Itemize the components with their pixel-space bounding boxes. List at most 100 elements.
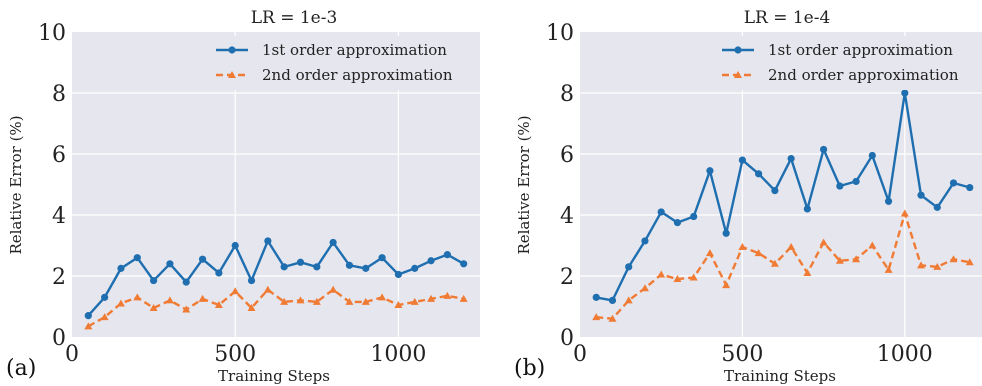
data-point (949, 179, 958, 187)
series-line-1st-order (595, 91, 971, 302)
data-point (182, 305, 191, 313)
data-point (592, 293, 600, 301)
data-point (640, 284, 649, 292)
data-point (312, 297, 321, 305)
legend-label-1st: 1st order approximation (262, 41, 447, 59)
data-point (754, 249, 763, 257)
data-point (787, 154, 795, 163)
data-point (690, 212, 698, 221)
data-point (411, 264, 419, 272)
data-point (705, 249, 714, 257)
data-point (443, 251, 451, 259)
data-point (460, 260, 468, 268)
data-point (378, 293, 387, 301)
data-point (410, 297, 419, 305)
x-tick-label: 1000 (370, 342, 426, 367)
data-point (313, 263, 321, 271)
data-point (362, 264, 370, 272)
data-point (738, 243, 747, 251)
data-point (771, 187, 779, 195)
data-point (738, 156, 747, 164)
data-point (933, 262, 942, 270)
data-point (165, 296, 174, 304)
data-point (427, 294, 436, 302)
data-point (852, 177, 860, 186)
data-point (150, 276, 158, 285)
y-tick-label: 10 (38, 21, 66, 46)
chart-panel-b: LR = 1e-4 0 2 4 6 8 10 0 500 1000 Training Steps… (514, 8, 982, 385)
data-point (689, 273, 698, 281)
y-tick-label: 8 (52, 82, 66, 107)
data-point (673, 275, 682, 283)
chart-title: LR = 1e-4 (744, 8, 831, 28)
data-point (965, 258, 974, 266)
series-line-2nd-order (87, 288, 464, 328)
y-tick-label: 4 (52, 204, 66, 229)
y-tick-label: 6 (560, 143, 574, 168)
data-point (625, 263, 633, 271)
y-tick-label: 10 (546, 21, 574, 46)
x-tick-label: 500 (721, 342, 763, 367)
legend-label-2nd: 2nd order approximation (768, 66, 959, 84)
legend: 1st order approximation 2nd order approx… (712, 36, 978, 90)
x-axis-label: Training Steps (724, 367, 836, 385)
data-point (459, 294, 468, 302)
data-point (182, 278, 190, 286)
data-point (215, 269, 223, 277)
data-point (592, 313, 601, 321)
y-tick-label: 6 (52, 143, 66, 168)
data-point (966, 183, 974, 192)
y-tick-label: 8 (560, 82, 574, 107)
legend-marker-2nd (734, 71, 742, 78)
data-point (884, 265, 893, 273)
data-point (247, 276, 256, 285)
y-tick-label: 2 (560, 265, 574, 290)
chart-title: LR = 1e-3 (251, 8, 338, 28)
data-point (296, 296, 305, 304)
data-point (101, 293, 109, 301)
data-point (378, 254, 386, 262)
data-point (657, 208, 665, 216)
data-point (852, 255, 861, 263)
data-point (247, 304, 256, 312)
legend-marker-1st (734, 46, 742, 54)
data-point (264, 237, 272, 245)
data-point (427, 257, 435, 265)
data-point (166, 260, 174, 268)
legend-marker-2nd (228, 71, 236, 78)
data-point (394, 300, 403, 308)
data-point (280, 263, 288, 271)
data-point (835, 256, 844, 264)
legend-marker-1st (228, 46, 236, 54)
data-point (133, 254, 141, 262)
data-point (329, 285, 338, 293)
data-point (949, 255, 958, 263)
data-point (608, 314, 617, 322)
data-point (394, 270, 402, 279)
data-point (149, 304, 158, 312)
y-tick-label: 0 (560, 326, 574, 351)
data-point (819, 238, 828, 246)
data-point (803, 268, 812, 276)
y-tick-label: 0 (52, 326, 66, 351)
data-point (917, 261, 926, 269)
data-point (608, 296, 617, 304)
data-point (657, 270, 666, 278)
y-tick-label: 4 (560, 204, 574, 229)
data-point (722, 281, 731, 289)
data-point (836, 182, 844, 190)
data-point (820, 145, 828, 154)
data-point (868, 151, 876, 160)
data-point (345, 297, 354, 305)
data-point (133, 293, 142, 301)
data-point (673, 219, 682, 227)
data-point (706, 167, 714, 175)
y-tick-label: 2 (52, 265, 66, 290)
data-point (755, 170, 763, 178)
data-point (917, 191, 925, 199)
data-point (361, 297, 370, 305)
data-point (803, 205, 811, 213)
data-point (198, 255, 207, 263)
data-point (787, 243, 796, 251)
